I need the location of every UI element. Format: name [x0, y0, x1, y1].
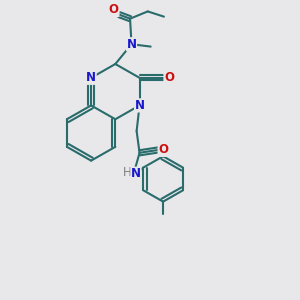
Text: O: O [158, 143, 168, 156]
Text: H: H [123, 166, 132, 179]
Text: N: N [127, 38, 136, 51]
Text: N: N [86, 71, 96, 84]
Text: N: N [131, 167, 141, 180]
Text: O: O [109, 4, 119, 16]
Text: N: N [135, 99, 145, 112]
Text: O: O [164, 71, 174, 84]
